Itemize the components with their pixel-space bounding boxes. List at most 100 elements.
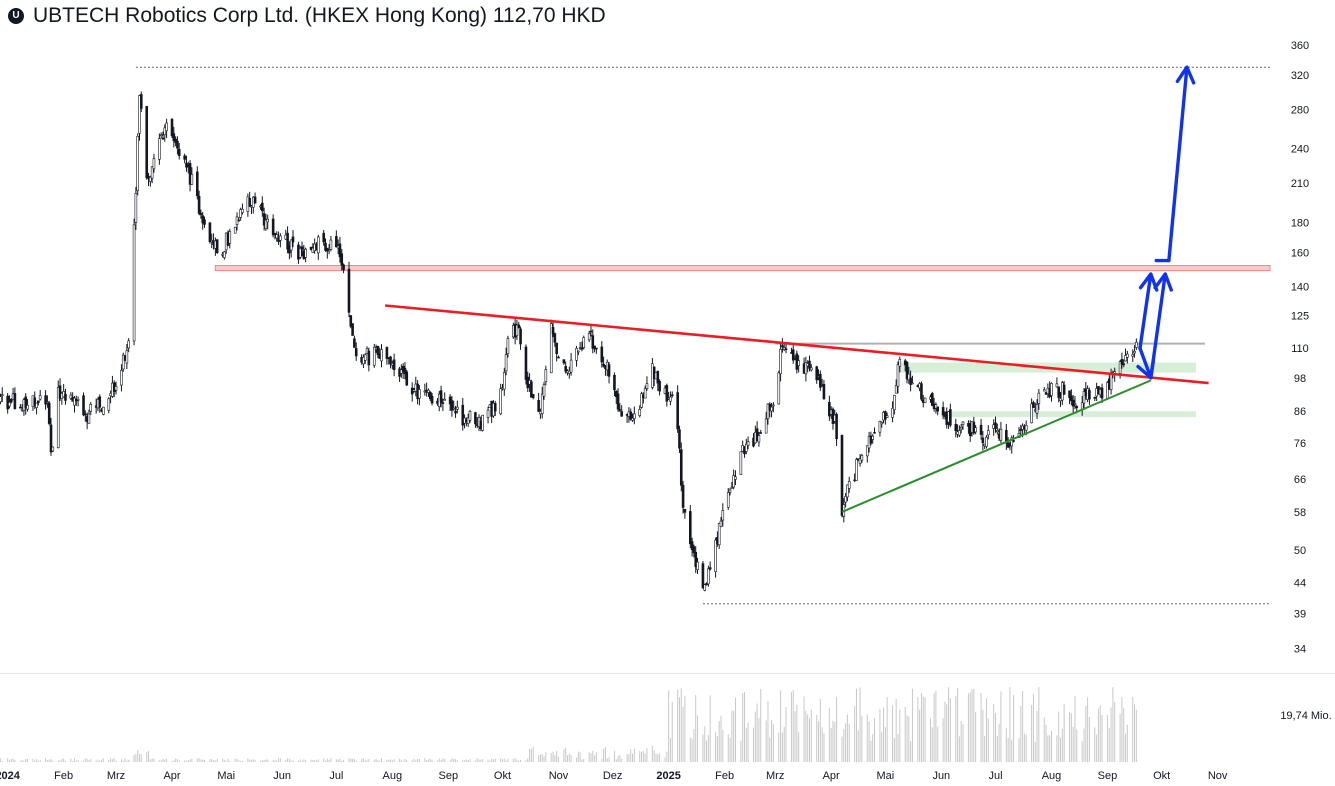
projection-arrow-line [1149,272,1167,380]
candle-body [326,247,329,252]
candle-body [519,328,522,345]
candle-body [201,215,205,224]
candle-body [481,414,484,431]
candle-body [784,348,788,351]
chart-title: UBTECH Robotics Corp Ltd. (HKEX Hong Kon… [33,4,606,27]
candle-body [692,546,696,554]
candle-body [936,406,940,412]
candle-body [620,411,623,417]
candle-body [640,393,643,408]
candle-body [587,333,591,341]
candle-body [291,236,295,243]
candle-body [405,371,409,386]
candle-body [549,323,553,374]
candle-body [822,384,826,400]
candle-body [840,435,844,516]
candle-body [443,398,447,401]
y-axis-tick-label: 58 [1294,507,1306,519]
candle-body [974,427,977,433]
candle-body [279,235,282,241]
candle-body [819,373,822,388]
candle-body [1124,355,1127,362]
candle-body [392,359,396,370]
candle-body [808,360,811,369]
candle-body [363,354,367,361]
candle-body [777,372,781,405]
candle-body [174,138,177,143]
candle-body [985,436,988,447]
candle-body [941,407,945,416]
candle-body [38,395,42,400]
candle-body [145,106,149,179]
x-axis-tick-label: Dez [603,770,623,782]
candle-body [1126,353,1129,358]
candle-body [746,441,750,446]
candle-body [474,412,477,425]
candle-body [759,432,763,434]
candle-body [714,539,717,572]
candle-body [930,393,934,406]
candle-body [0,396,2,403]
candle-body [239,209,242,218]
candle-body [593,345,596,350]
trendline [841,379,1152,513]
candle-body [828,401,831,417]
candle-body [595,347,598,350]
y-axis-tick-label: 34 [1294,643,1306,655]
candle-body [107,398,111,411]
x-axis-tick-label: Okt [1153,770,1170,782]
y-axis-tick-label: 76 [1294,438,1306,450]
candle-body [844,496,847,503]
x-axis-tick-label: 2025 [656,770,680,782]
candle-body [215,239,219,253]
candle-body [1100,387,1104,399]
candle-body [428,391,432,400]
candle-body [35,402,38,408]
candle-body [1088,390,1091,400]
candle-body [708,567,712,570]
candle-body [19,406,22,409]
candle-body [638,409,642,416]
projection-arrow-line [1138,346,1153,380]
candle-body [959,426,963,430]
candle-body [551,326,555,335]
candle-body [678,429,681,449]
candle-body [555,342,558,354]
x-axis-tick-label: Okt [494,770,511,782]
candle-body [461,404,465,426]
candle-body [159,134,163,137]
candle-body [961,421,965,425]
candle-body [228,231,232,244]
candle-body [149,176,152,182]
candle-body [517,324,521,329]
candle-body [726,492,730,508]
candle-body [329,239,333,250]
candle-body [450,400,454,411]
candle-body [905,362,909,380]
candle-body [8,402,11,407]
candle-body [376,346,380,355]
candle-body [858,458,862,464]
candle-body [540,393,544,414]
candle-body [690,541,694,551]
candle-body [298,248,302,258]
candle-body [734,476,737,480]
candle-body [981,437,985,444]
candle-body [353,338,356,348]
candle-body [591,335,595,349]
candle-body [275,234,279,239]
candle-body [506,338,510,355]
candle-body [871,435,875,440]
candle-body [1068,390,1071,398]
x-axis-tick-label: Aug [1042,770,1062,782]
candle-body [633,413,636,420]
candle-body [316,236,320,254]
candle-body [730,486,734,489]
candle-body [304,248,307,258]
candle-body [656,370,660,384]
candle-body [125,350,129,364]
candle-body [1019,429,1023,431]
candle-body [717,523,721,546]
candle-body [351,323,354,336]
